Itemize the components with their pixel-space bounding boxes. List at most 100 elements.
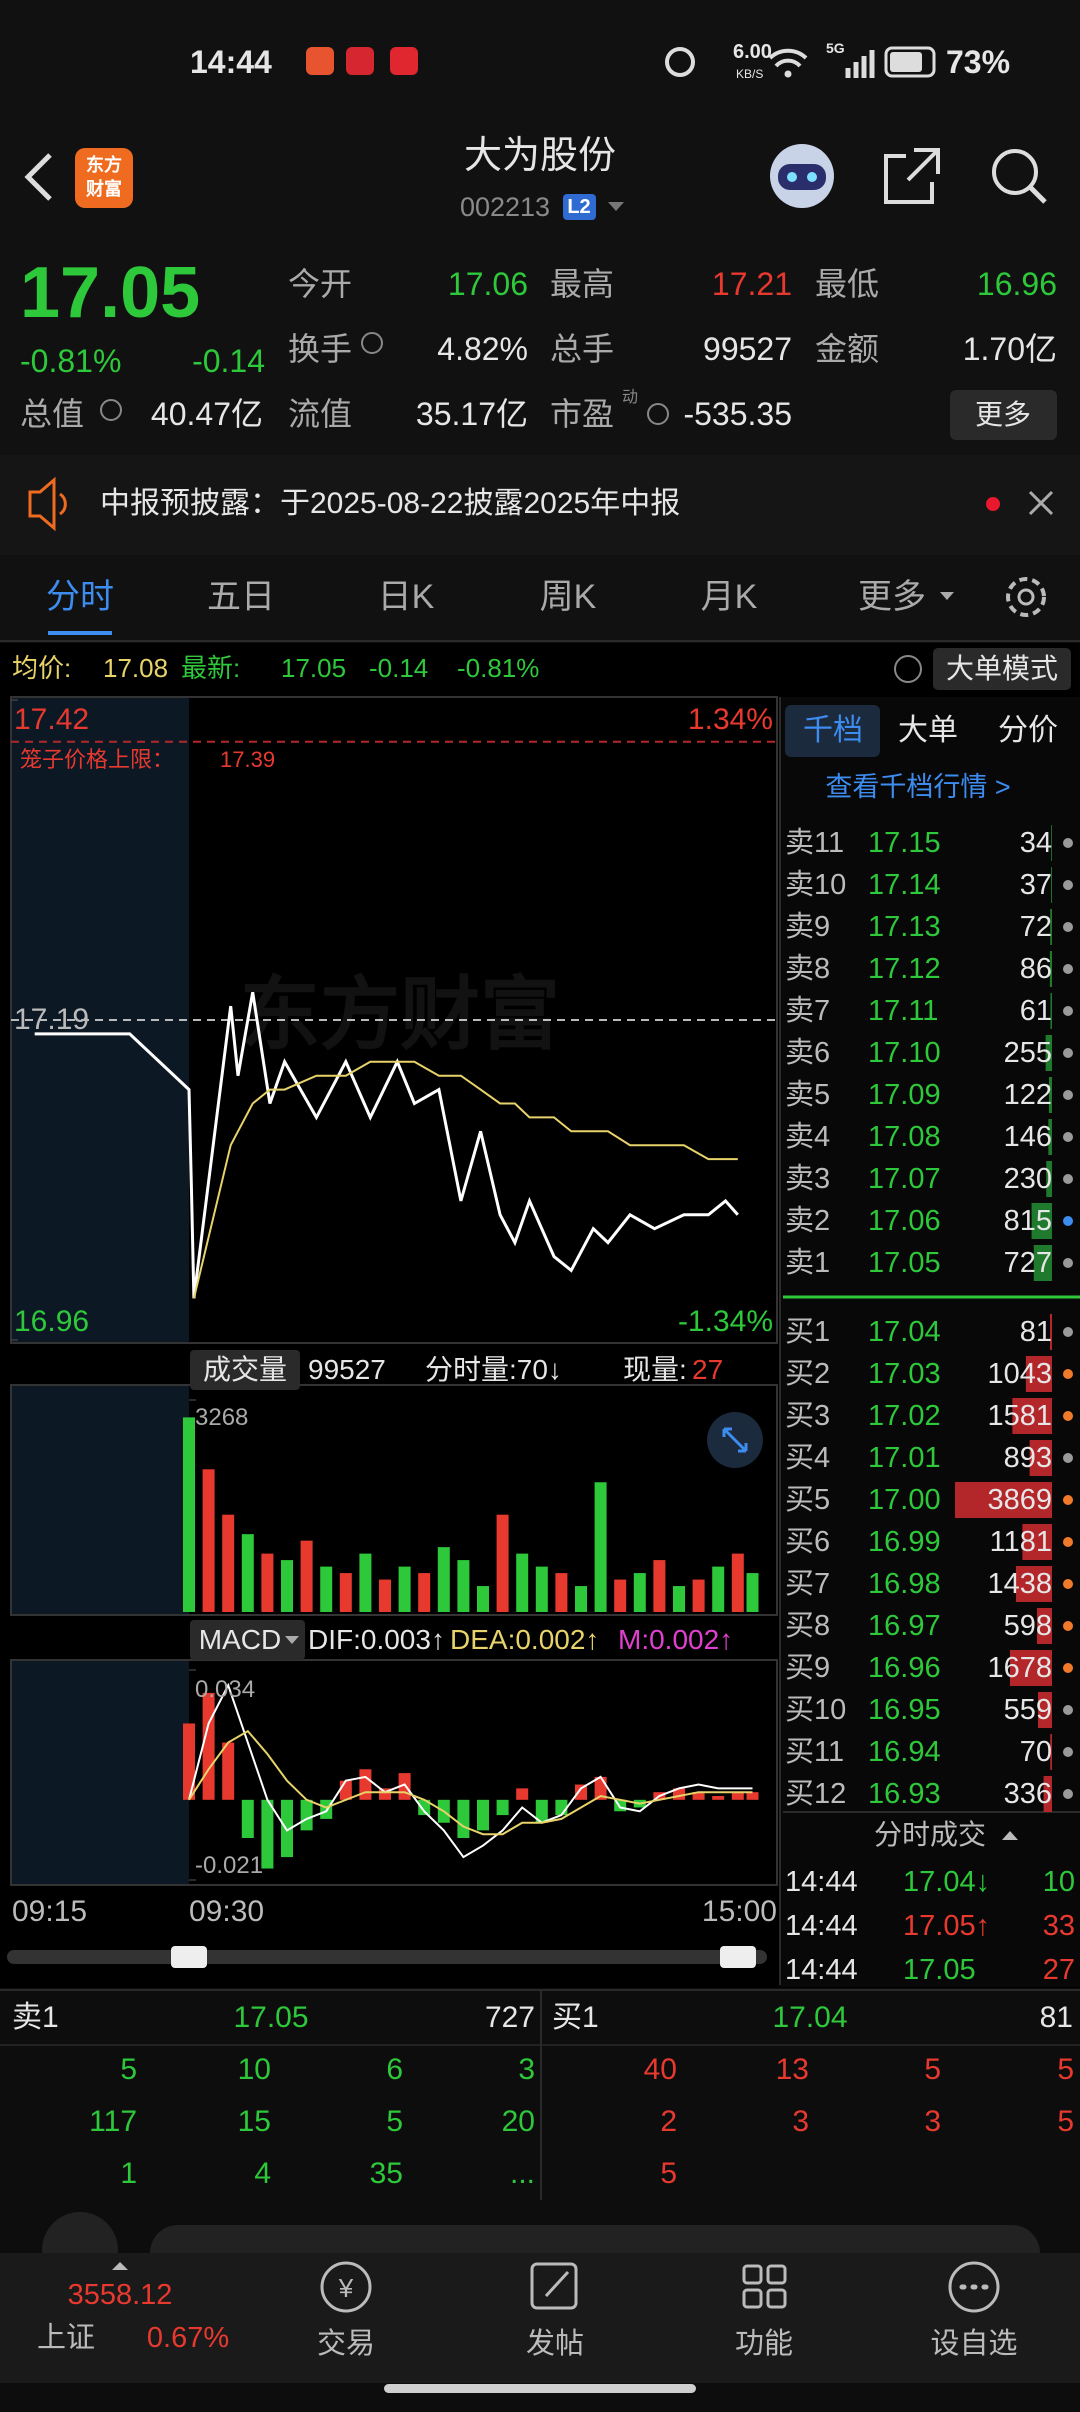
level-price: 17.12	[868, 952, 941, 985]
level-volume: 146	[1003, 1120, 1052, 1153]
level-volume: 1678	[987, 1651, 1052, 1684]
tab[interactable]: 分时	[46, 577, 114, 616]
queue-volume: 727	[484, 2001, 535, 2034]
level-price: 16.99	[868, 1525, 941, 1558]
level-volume: 70	[1019, 1735, 1052, 1768]
dea-value: DEA:0.002↑	[450, 1624, 600, 1656]
indicator-name[interactable]: MACD	[198, 1624, 282, 1656]
volume-bar	[614, 1579, 627, 1612]
queue-order: 117	[89, 2105, 137, 2138]
assistant-icon	[787, 172, 797, 182]
level-dot	[1063, 1495, 1073, 1505]
more-button[interactable]	[950, 390, 1057, 440]
level-dot	[1063, 1579, 1073, 1589]
volume-frame	[10, 1384, 778, 1616]
ref-label: 17.19	[14, 1003, 90, 1036]
tab[interactable]: 五日	[207, 577, 275, 616]
close-button[interactable]	[1028, 490, 1054, 516]
index-value[interactable]: 3558.12	[67, 2278, 173, 2311]
volume-bar	[398, 1566, 411, 1612]
volume-bar	[281, 1560, 293, 1612]
mode-button[interactable]	[933, 648, 1071, 690]
more-button[interactable]: 更多	[974, 399, 1032, 431]
volume-bar	[731, 1553, 744, 1612]
level-label: 买7	[785, 1567, 831, 1600]
depth-link[interactable]: 查看千档行情 >	[825, 771, 1011, 802]
depth-bar	[1031, 1203, 1052, 1239]
share-button[interactable]	[884, 148, 940, 204]
volume-bar	[496, 1514, 509, 1612]
unread-dot	[986, 497, 1000, 511]
macd-bar	[281, 1799, 293, 1858]
level-dot	[1063, 1258, 1073, 1268]
level-dot	[1063, 1327, 1073, 1337]
notice-text[interactable]: 中报预披露：于2025-08-22披露2025年中报	[100, 487, 681, 520]
tab[interactable]: 月K	[700, 577, 758, 616]
level-dot	[1063, 1090, 1073, 1100]
y-tick-label: -0.021	[195, 1851, 264, 1879]
macd-bar	[222, 1742, 235, 1800]
tab[interactable]: 周K	[539, 577, 597, 616]
nav-item[interactable]: 设自选	[930, 2327, 1018, 2360]
book-tab[interactable]: 千档	[803, 714, 863, 747]
info-icon[interactable]	[361, 332, 383, 354]
macd-bar	[339, 1780, 352, 1800]
level-dot	[1063, 1621, 1073, 1631]
network-type: 5G	[826, 39, 845, 56]
search-button[interactable]	[992, 149, 1038, 195]
field-label: 换手	[288, 330, 353, 367]
queue-order: ...	[509, 2157, 535, 2190]
dea-line	[188, 1729, 753, 1836]
volume-bar	[555, 1573, 568, 1612]
depth-bar	[1022, 1524, 1052, 1560]
level-volume: 727	[1003, 1246, 1052, 1279]
field-value: 40.47亿	[150, 395, 263, 432]
volume-bar	[241, 1534, 254, 1612]
macd-bar	[241, 1799, 254, 1838]
volume-bar	[653, 1560, 666, 1612]
nav-icon	[948, 2261, 1000, 2313]
help-icon[interactable]	[894, 655, 922, 683]
level-label: 卖3	[785, 1162, 831, 1195]
indicator-name[interactable]: 成交量	[202, 1354, 288, 1386]
slider-handle[interactable]	[171, 1946, 207, 1968]
volume-bar	[359, 1553, 372, 1612]
book-tab[interactable]: 大单	[898, 714, 958, 747]
back-button[interactable]	[24, 153, 52, 201]
slider-handle[interactable]	[720, 1946, 756, 1968]
order-book-background	[780, 697, 1080, 1987]
change: -0.14	[192, 342, 265, 379]
level-volume: 1438	[987, 1567, 1052, 1600]
tab[interactable]: 更多	[858, 577, 926, 616]
nav-item[interactable]: 交易	[316, 2327, 376, 2360]
book-tab[interactable]: 分价	[998, 714, 1058, 747]
nav-item[interactable]: 发帖	[525, 2327, 585, 2360]
settings-button[interactable]	[1006, 577, 1046, 617]
volume-bar	[575, 1586, 587, 1612]
level-volume: 34	[1019, 826, 1052, 859]
logo-text: 东方	[86, 155, 122, 176]
level-volume: 37	[1019, 868, 1052, 901]
level-price: 16.97	[868, 1609, 941, 1642]
change-pct: -0.81%	[20, 342, 122, 379]
volume-bar	[202, 1469, 215, 1612]
mode-button[interactable]: 大单模式	[945, 653, 1059, 685]
auction-shade	[11, 1660, 189, 1885]
tab-highlight	[785, 705, 880, 757]
volume-total: 99527	[308, 1354, 386, 1386]
volume-selector[interactable]	[190, 1350, 300, 1390]
tab[interactable]: 日K	[377, 577, 435, 616]
nav-icon	[766, 2264, 787, 2285]
nav-item[interactable]: 功能	[734, 2327, 794, 2360]
level-label: 买8	[785, 1609, 831, 1642]
info-icon[interactable]	[647, 403, 669, 425]
level-dot	[1063, 1705, 1073, 1715]
info-icon[interactable]	[100, 399, 122, 421]
field-value: 1.70亿	[962, 330, 1057, 367]
queue-label: 买1	[552, 2001, 599, 2034]
level-price: 17.15	[868, 826, 941, 859]
indicator-selector[interactable]	[190, 1620, 305, 1660]
macd-bar	[261, 1799, 274, 1869]
level-label: 买12	[785, 1777, 847, 1810]
